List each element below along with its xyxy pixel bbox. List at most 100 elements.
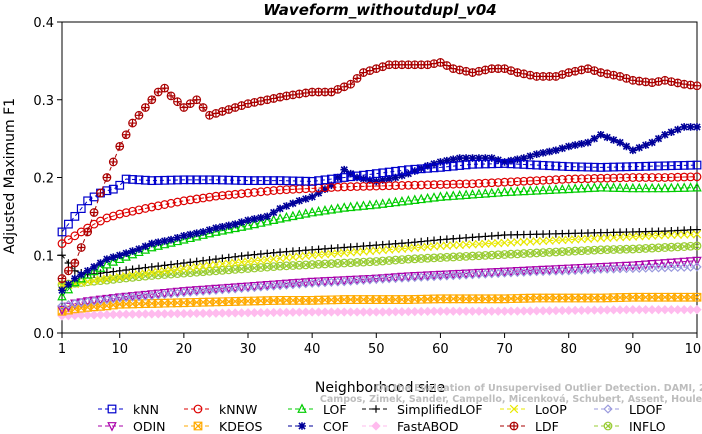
data-point xyxy=(512,186,523,196)
data-point xyxy=(564,246,574,256)
y-tick-label: 0.3 xyxy=(33,94,54,109)
data-point xyxy=(384,256,394,265)
data-point xyxy=(532,160,542,170)
data-point xyxy=(398,171,406,180)
data-point xyxy=(179,175,189,185)
data-point xyxy=(121,130,131,140)
data-point xyxy=(545,236,554,245)
data-point xyxy=(134,110,144,120)
data-point xyxy=(686,230,695,239)
data-point xyxy=(263,249,272,258)
data-point xyxy=(340,165,349,174)
data-point xyxy=(602,233,612,243)
series-COF xyxy=(58,123,701,295)
data-point xyxy=(365,246,375,256)
legend-item-kNNW: kNNW xyxy=(184,402,257,417)
data-point xyxy=(679,305,689,315)
data-point xyxy=(353,242,361,251)
data-point xyxy=(500,238,509,248)
data-point xyxy=(288,184,298,194)
data-point xyxy=(127,292,138,302)
data-point xyxy=(276,204,284,213)
data-point xyxy=(384,274,394,284)
data-point xyxy=(596,173,606,183)
legend-label: COF xyxy=(323,419,349,434)
data-point xyxy=(520,230,528,239)
data-point xyxy=(57,290,67,301)
data-point xyxy=(474,159,484,169)
data-point xyxy=(474,239,484,249)
data-point xyxy=(212,255,220,263)
data-point xyxy=(326,259,336,269)
data-point xyxy=(57,239,67,248)
data-point xyxy=(372,241,381,249)
data-point xyxy=(217,308,228,318)
data-point xyxy=(474,269,484,280)
data-point xyxy=(243,308,253,318)
data-point xyxy=(307,278,317,288)
data-point xyxy=(397,307,407,317)
legend-item-LDOF: LDOF xyxy=(594,402,663,417)
data-point xyxy=(621,305,632,315)
data-point xyxy=(641,161,651,171)
data-point xyxy=(128,118,137,128)
data-point xyxy=(653,305,664,315)
legend-item-LOF: LOF xyxy=(288,402,347,417)
data-point xyxy=(629,228,637,236)
data-point xyxy=(339,307,349,317)
data-point xyxy=(468,233,477,242)
data-point xyxy=(185,287,195,297)
data-point xyxy=(692,241,702,251)
data-point xyxy=(217,265,227,275)
data-point xyxy=(666,305,676,315)
data-point xyxy=(250,215,259,223)
data-point xyxy=(275,280,285,291)
data-point xyxy=(506,159,516,169)
data-point xyxy=(224,221,233,230)
data-point xyxy=(153,87,163,97)
data-point xyxy=(397,244,407,253)
data-point xyxy=(551,161,561,171)
data-point xyxy=(545,230,554,238)
data-point xyxy=(602,264,612,274)
data-point xyxy=(538,306,548,316)
data-point xyxy=(634,162,644,171)
data-point xyxy=(455,161,465,170)
data-point xyxy=(557,174,567,184)
series-kNN xyxy=(57,159,702,237)
x-tick-label: 100 xyxy=(685,342,702,357)
data-point xyxy=(660,161,670,171)
y-tick-label: 0.2 xyxy=(33,172,54,187)
data-point xyxy=(288,279,298,290)
data-point xyxy=(403,180,413,190)
legend-label: kNN xyxy=(133,402,159,417)
data-point xyxy=(353,173,361,182)
data-point xyxy=(616,228,624,237)
data-point xyxy=(481,154,490,162)
data-point xyxy=(314,245,323,254)
data-point xyxy=(358,307,369,317)
data-point xyxy=(685,182,696,192)
data-point xyxy=(423,242,432,252)
data-point xyxy=(218,222,227,231)
data-point xyxy=(455,240,464,250)
data-point xyxy=(673,172,683,182)
legend-label: INFLO xyxy=(629,419,666,434)
data-point xyxy=(602,173,612,183)
data-point xyxy=(301,176,311,186)
data-point xyxy=(378,240,387,249)
data-point xyxy=(410,194,420,204)
x-tick-label: 60 xyxy=(432,342,449,357)
data-point xyxy=(660,243,670,252)
data-point xyxy=(513,249,522,259)
data-point xyxy=(230,222,240,233)
x-tick-label: 20 xyxy=(176,342,193,357)
data-point xyxy=(140,204,150,213)
data-point xyxy=(185,195,195,205)
legend-marker xyxy=(603,421,613,431)
data-point xyxy=(589,182,600,192)
data-point xyxy=(423,163,433,173)
data-point xyxy=(513,177,522,186)
data-point xyxy=(545,175,554,185)
watermark-line-1: Campos, Zimek, Sander, Campello, Micenko… xyxy=(320,394,702,405)
